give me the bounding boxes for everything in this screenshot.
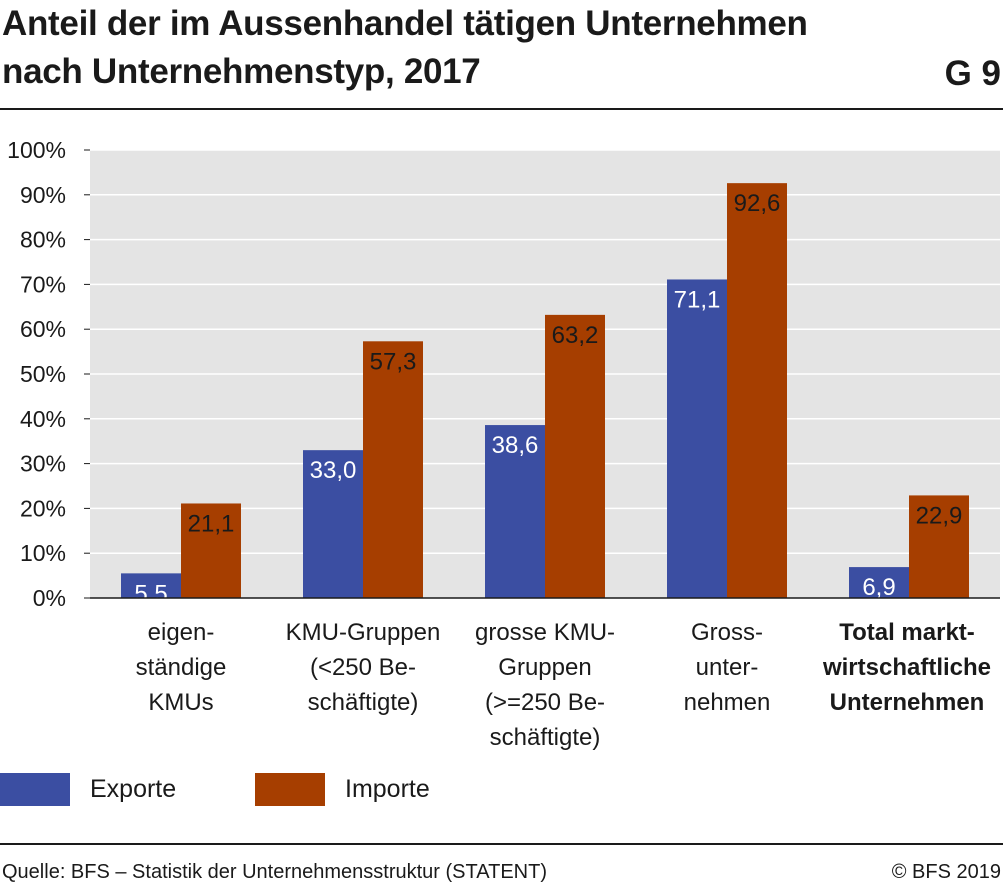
category-label: (<250 Be- (310, 654, 416, 681)
category-label: grosse KMU- (475, 619, 615, 646)
footer-rule (0, 843, 1003, 845)
category-label: ständige (136, 654, 227, 681)
category-label: KMU-Gruppen (286, 619, 441, 646)
category-label: KMUs (148, 689, 213, 716)
legend-swatch-importe (255, 772, 325, 806)
y-tick-label: 60% (20, 316, 66, 342)
y-tick-label: 0% (33, 585, 66, 611)
bar-exporte (485, 425, 545, 598)
category-label: Unternehmen (830, 689, 985, 716)
category-label: Gruppen (498, 654, 591, 681)
chart-title-line1: Anteil der im Aussenhandel tätigen Unter… (2, 4, 808, 43)
bar-exporte (303, 450, 363, 598)
category-label: Gross- (691, 619, 763, 646)
category-label: Total markt- (839, 619, 975, 646)
category-label: (>=250 Be- (485, 689, 605, 716)
bar-chart: 0% 10% 20% 30% 40% 50% 60% 70% 80% 90% 100% 5,5 21,1… (7, 137, 1000, 751)
data-label-exporte: 6,9 (862, 574, 895, 601)
category-label: schäftigte) (308, 689, 419, 716)
data-label-exporte: 33,0 (310, 457, 357, 484)
category-label: nehmen (684, 689, 771, 716)
data-label-exporte: 5,5 (134, 580, 167, 607)
legend-label-exporte: Exporte (90, 774, 177, 803)
y-tick-label: 20% (20, 495, 66, 521)
bar-importe (727, 183, 787, 598)
data-label-exporte: 71,1 (674, 286, 721, 313)
category-label: eigen- (148, 619, 215, 646)
source-note: Quelle: BFS – Statistik der Unternehmens… (2, 861, 547, 883)
data-label-exporte: 38,6 (492, 432, 539, 459)
bar-importe (363, 341, 423, 598)
bar-importe (909, 495, 969, 598)
figure-number: G 9 (944, 54, 1001, 93)
legend-swatch-exporte (0, 772, 70, 806)
data-label-importe: 92,6 (734, 190, 781, 217)
legend-item-importe: Importe (255, 772, 430, 806)
y-tick-label: 100% (7, 137, 66, 163)
y-tick-label: 50% (20, 361, 66, 387)
bar-importe (545, 314, 605, 598)
y-tick-label: 40% (20, 406, 66, 432)
bar-exporte (121, 573, 181, 598)
chart-title: Anteil der im Aussenhandel tätigen Unter… (2, 0, 942, 96)
y-tick-label: 90% (20, 182, 66, 208)
bar-exporte (667, 279, 727, 598)
data-label-importe: 21,1 (188, 510, 235, 537)
y-tick-label: 80% (20, 227, 66, 253)
category-label: wirtschaftliche (822, 654, 991, 681)
category-label: schäftigte) (490, 724, 601, 751)
y-tick-label: 70% (20, 271, 66, 297)
legend-label-importe: Importe (345, 774, 430, 803)
legend-item-exporte: Exporte (0, 772, 176, 806)
category-label: unter- (696, 654, 759, 681)
y-tick-label: 10% (20, 540, 66, 566)
data-label-importe: 57,3 (370, 348, 417, 375)
data-label-importe: 22,9 (916, 502, 963, 529)
bar-exporte (849, 567, 909, 598)
chart-title-line2: nach Unternehmenstyp, 2017 (2, 52, 481, 91)
bar-importe (181, 503, 241, 598)
data-label-importe: 63,2 (552, 322, 599, 349)
copyright-note: © BFS 2019 (891, 861, 1001, 883)
header-rule (0, 108, 1003, 110)
y-tick-label: 30% (20, 451, 66, 477)
